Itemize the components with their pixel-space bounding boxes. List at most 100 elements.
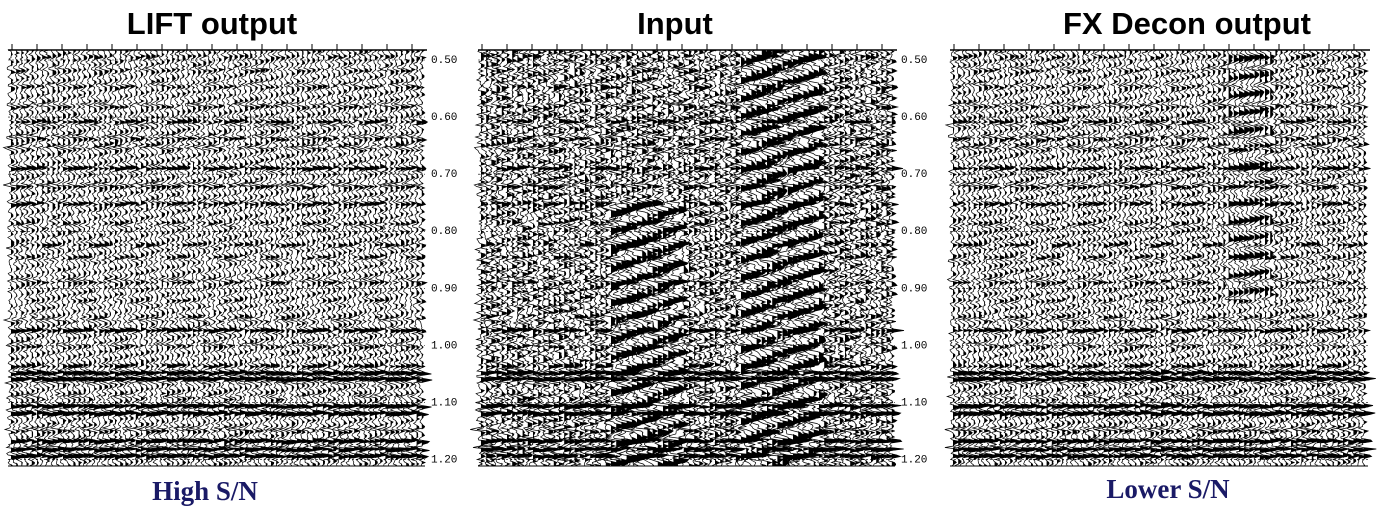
trace-fill [31,50,42,466]
trace [965,49,986,466]
trace-fill [141,50,154,466]
trace [1132,49,1152,466]
trace [1277,49,1297,466]
trace-fill [761,50,781,466]
trace [330,49,353,466]
trace [579,49,602,466]
trace [824,49,850,466]
trace [377,49,400,466]
trace [1006,49,1030,466]
trace [1303,49,1325,466]
trace [675,49,697,466]
trace [975,49,997,466]
trace [1116,49,1138,466]
trace [1318,49,1340,466]
trace-fill [824,50,838,466]
trace [846,49,870,466]
trace [403,49,422,466]
trace-fill [725,50,740,466]
trace [1194,49,1213,466]
trace-fill [1296,50,1308,466]
trace [1049,49,1067,466]
trace [408,49,427,466]
trace [17,49,38,466]
trace-fill [167,50,180,466]
trace [689,49,712,466]
trace-fill [631,50,650,466]
trace [806,49,835,466]
trace [251,49,273,466]
trace-fill [767,50,783,466]
trace [705,49,728,466]
trace [247,49,267,466]
trace [470,49,494,466]
trace-fill [1363,50,1377,466]
trace [126,49,148,466]
trace-fill [172,50,182,466]
trace [381,49,404,466]
trace [1142,49,1163,466]
trace [1136,49,1157,466]
trace [597,49,628,466]
trace-fill [999,50,1010,466]
trace [605,49,632,466]
trace [523,49,547,466]
trace-fill [564,50,576,466]
trace [555,49,576,466]
trace-fill [1015,50,1030,466]
trace-fill [94,50,109,466]
trace [105,49,127,466]
trace-fill [652,50,667,466]
trace [1017,49,1037,466]
trace [32,49,55,466]
trace [944,49,966,466]
trace [700,49,725,466]
trace-fill [1020,50,1034,466]
panel-title: Input [637,6,713,41]
trace [678,49,702,466]
trace [81,49,100,466]
trace [684,49,707,466]
trace [528,49,552,466]
trace [91,49,113,466]
trace-fill [496,50,510,466]
trace [49,49,70,466]
trace [577,49,600,466]
trace [815,49,838,466]
trace [1335,49,1357,466]
trace [658,49,689,466]
trace [66,49,84,466]
trace [204,49,226,466]
trace [24,49,42,466]
trace [1105,49,1127,466]
trace-fill [359,50,372,466]
trace [538,49,560,466]
trace-fill [1187,50,1199,466]
trace-fill [416,50,427,466]
trace [476,49,500,466]
caption: Lower S/N [1106,474,1230,504]
trace [1011,49,1034,466]
time-label: 1.00 [901,340,927,352]
trace [954,49,976,466]
time-label: 0.50 [901,55,927,67]
trace [760,49,794,466]
trace [1266,49,1287,466]
trace-fill [1244,50,1256,466]
trace [325,49,344,466]
trace-fill [782,50,800,466]
trace-fill [756,50,774,466]
trace-fill [1109,50,1120,466]
trace-fill [876,50,890,466]
trace [571,49,595,466]
trace-fill [229,50,240,466]
trace [1355,49,1377,466]
trace-fill [291,50,305,466]
trace [1288,49,1308,466]
trace [272,49,294,466]
trace [152,49,174,466]
trace [960,49,981,466]
trace-fill [968,50,980,466]
trace [1292,49,1315,466]
time-label: 0.80 [901,226,927,238]
